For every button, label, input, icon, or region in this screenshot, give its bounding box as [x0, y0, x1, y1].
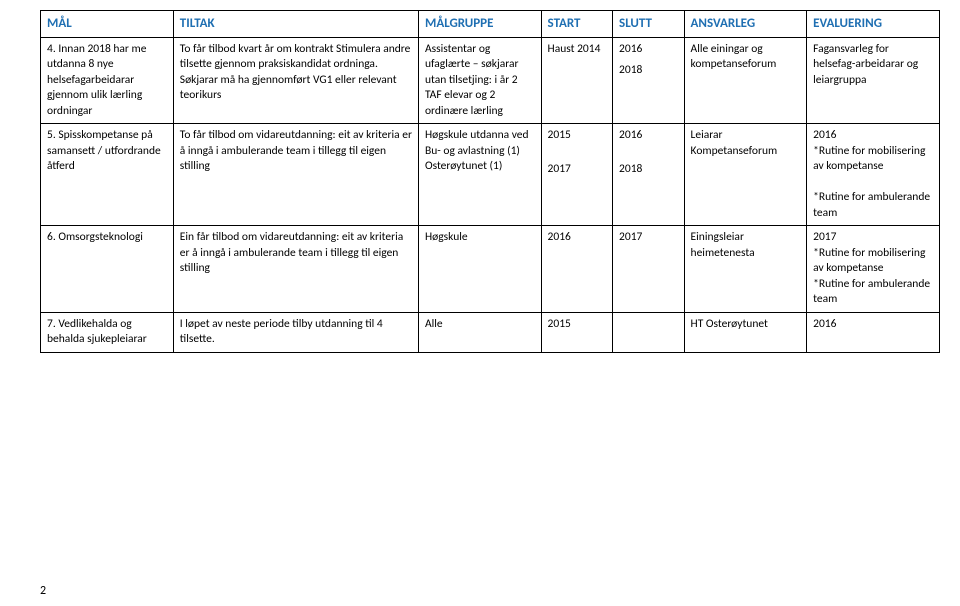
cell-evaluering: Fagansvarleg for helsefag-arbeidarar og …: [807, 37, 940, 124]
cell-malgruppe: Assistentar og ufaglærte – søkjarar utan…: [418, 37, 541, 124]
cell-slutt: [613, 312, 685, 352]
cell-slutt: 2016 2018: [613, 37, 685, 124]
cell-evaluering: 2017 *Rutine for mobilisering av kompeta…: [807, 226, 940, 313]
table-row: 5. Spisskompetanse på samansett / utford…: [41, 124, 940, 226]
year-b: 2018: [619, 63, 678, 79]
cell-tiltak: To får tilbod kvart år om kontrakt Stimu…: [173, 37, 418, 124]
year-a: 2015: [548, 128, 607, 144]
cell-start: 2015: [541, 312, 613, 352]
cell-evaluering: 2016 *Rutine for mobilisering av kompeta…: [807, 124, 940, 226]
year-a: 2016: [619, 128, 678, 144]
cell-start: 2015 2017: [541, 124, 613, 226]
page-number: 2: [40, 584, 46, 598]
cell-ansvarleg: Alle einingar og kompetanseforum: [684, 37, 807, 124]
cell-ansvarleg: Einingsleiar heimetenesta: [684, 226, 807, 313]
cell-tiltak: Ein får tilbod om vidareutdanning: eit a…: [173, 226, 418, 313]
cell-start: 2016: [541, 226, 613, 313]
cell-mal: 4. Innan 2018 har me utdanna 8 nye helse…: [41, 37, 174, 124]
cell-tiltak: I løpet av neste periode tilby utdanning…: [173, 312, 418, 352]
col-header-evaluering: EVALUERING: [807, 11, 940, 38]
col-header-start: START: [541, 11, 613, 38]
cell-malgruppe: Høgskule: [418, 226, 541, 313]
cell-mal: 7. Vedlikehalda og behalda sjukepleiarar: [41, 312, 174, 352]
table-row: 4. Innan 2018 har me utdanna 8 nye helse…: [41, 37, 940, 124]
cell-tiltak: To får tilbod om vidareutdanning: eit av…: [173, 124, 418, 226]
cell-slutt: 2016 2018: [613, 124, 685, 226]
year-b: 2017: [548, 162, 607, 178]
table-row: 7. Vedlikehalda og behalda sjukepleiarar…: [41, 312, 940, 352]
year-a: 2016: [619, 42, 678, 58]
cell-malgruppe: Høgskule utdanna ved Bu- og avlastning (…: [418, 124, 541, 226]
col-header-slutt: SLUTT: [613, 11, 685, 38]
cell-mal: 6. Omsorgsteknologi: [41, 226, 174, 313]
col-header-mal: MÅL: [41, 11, 174, 38]
cell-evaluering: 2016: [807, 312, 940, 352]
year-b: 2018: [619, 162, 678, 178]
cell-mal: 5. Spisskompetanse på samansett / utford…: [41, 124, 174, 226]
table-row: 6. Omsorgsteknologi Ein får tilbod om vi…: [41, 226, 940, 313]
cell-ansvarleg: Leiarar Kompetanseforum: [684, 124, 807, 226]
col-header-malgruppe: MÅLGRUPPE: [418, 11, 541, 38]
cell-ansvarleg: HT Osterøytunet: [684, 312, 807, 352]
cell-malgruppe: Alle: [418, 312, 541, 352]
cell-start: Haust 2014: [541, 37, 613, 124]
cell-slutt: 2017: [613, 226, 685, 313]
col-header-tiltak: TILTAK: [173, 11, 418, 38]
col-header-ansvarleg: ANSVARLEG: [684, 11, 807, 38]
table-header-row: MÅL TILTAK MÅLGRUPPE START SLUTT ANSVARL…: [41, 11, 940, 38]
plan-table: MÅL TILTAK MÅLGRUPPE START SLUTT ANSVARL…: [40, 10, 940, 353]
